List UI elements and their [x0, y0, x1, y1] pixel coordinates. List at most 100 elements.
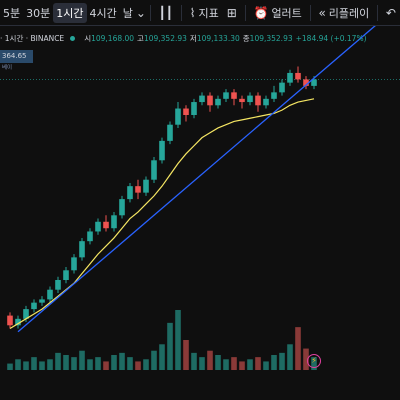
- candle-body: [95, 221, 101, 232]
- volume-bar: [103, 361, 109, 370]
- candle-body: [295, 72, 301, 80]
- candle-body: [119, 199, 125, 216]
- volume-bar: [71, 357, 77, 370]
- candle-body: [271, 92, 277, 99]
- indicators-button[interactable]: ⌇ 지표: [186, 3, 223, 23]
- volume-bar: [15, 359, 21, 370]
- candle-body: [191, 102, 197, 115]
- open-label: 시: [84, 33, 92, 43]
- candle-body: [111, 215, 117, 229]
- timeframe-5m[interactable]: 5분: [3, 6, 21, 20]
- volume-bar: [271, 355, 277, 370]
- divider: [181, 4, 182, 21]
- candle-body: [263, 98, 269, 106]
- divider: [377, 4, 378, 21]
- open-value: 109,168.00: [91, 33, 135, 43]
- candle-body: [55, 280, 61, 290]
- candle-body: [159, 140, 165, 161]
- candle-body: [7, 315, 13, 326]
- replay-button[interactable]: « 리플레이: [314, 3, 373, 23]
- symbol-label[interactable]: · 1시간 · BINANCE: [0, 33, 65, 43]
- volume-bar: [143, 359, 149, 370]
- volume-bar: [207, 350, 213, 370]
- volume-bar: [239, 361, 245, 370]
- change-value: +184.94 (+0.17%): [295, 33, 367, 43]
- candle-body: [71, 257, 77, 271]
- volume-bar: [151, 350, 157, 370]
- candle-body: [31, 302, 37, 310]
- layout-button[interactable]: ⊞: [223, 4, 241, 22]
- volume-bar: [223, 359, 229, 370]
- volume-bar: [79, 350, 85, 370]
- timeframe-1h[interactable]: 1시간: [53, 2, 87, 23]
- volume-bar: [127, 357, 133, 370]
- volume-bar: [255, 357, 261, 370]
- indicators-icon: ⌇: [189, 5, 196, 20]
- candle-body: [199, 95, 205, 103]
- candle-body: [103, 221, 109, 229]
- grid-icon: ⊞: [226, 5, 237, 20]
- chart-type-button[interactable]: ┃┃: [155, 4, 177, 22]
- high-label: 고: [137, 33, 144, 43]
- volume-bar: [47, 359, 53, 370]
- status-dot: [70, 35, 76, 41]
- undo-icon: ↶: [385, 5, 396, 20]
- volume-bar: [263, 361, 269, 370]
- volume-bar: [303, 348, 309, 370]
- volume-bar: [175, 310, 181, 370]
- candle-body: [127, 186, 133, 200]
- candle-body: [175, 108, 181, 125]
- moving-average-line: [9, 98, 315, 330]
- lightning-icon[interactable]: ⚡: [307, 354, 321, 368]
- candle-body: [215, 98, 221, 106]
- undo-button[interactable]: ↶: [382, 4, 400, 22]
- candle-body: [39, 299, 45, 303]
- candle-body: [143, 179, 149, 193]
- timeframe-1d[interactable]: 날: [122, 6, 133, 20]
- close-label: 종: [242, 33, 250, 43]
- divider: [244, 4, 246, 21]
- candle-body: [223, 92, 229, 99]
- price-badge: 364.65: [0, 50, 33, 63]
- volume-bar: [111, 355, 117, 370]
- timeframe-30m[interactable]: 30분: [26, 6, 51, 20]
- volume-bar: [295, 327, 301, 370]
- volume-bar: [95, 357, 101, 370]
- candle-body: [63, 270, 69, 280]
- candle-body: [183, 108, 189, 115]
- candlestick-icon: ┃┃: [158, 5, 174, 20]
- volume-bar: [279, 352, 285, 370]
- volume-bar: [231, 357, 237, 370]
- trendline: [17, 3, 400, 333]
- candle-body: [167, 124, 173, 141]
- candle-body: [239, 98, 245, 103]
- volume-bar: [31, 357, 37, 370]
- volume-bar: [7, 363, 13, 370]
- alert-button[interactable]: ⏰ 얼러트: [249, 3, 305, 23]
- volume-bar: [247, 359, 253, 370]
- volume-bar: [119, 352, 125, 370]
- timeframe-4h[interactable]: 4시간: [89, 6, 117, 20]
- candle-body: [255, 95, 261, 106]
- candle-body: [15, 318, 21, 326]
- candle-body: [47, 289, 53, 300]
- candle-body: [247, 95, 253, 103]
- volume-bar: [39, 361, 45, 370]
- candle-body: [231, 92, 237, 99]
- indicators-label: 지표: [198, 6, 219, 20]
- divider: [309, 4, 311, 21]
- volume-bar: [23, 361, 29, 370]
- replay-label: 리플레이: [328, 6, 370, 20]
- chart-toolbar: 5분 30분 1시간 4시간 날 ⌄ ┃┃ ⌇ 지표 ⊞ ⏰ 얼러트 « 리플레…: [0, 0, 400, 26]
- chevron-down-icon[interactable]: ⌄: [135, 5, 146, 20]
- rewind-icon: «: [318, 5, 326, 20]
- volume-bar: [191, 352, 197, 370]
- volume-bar: [183, 340, 189, 370]
- candle-body: [79, 241, 85, 258]
- high-value: 109,352.93: [143, 33, 187, 43]
- volume-bar: [167, 322, 173, 370]
- alarm-icon: ⏰: [253, 5, 269, 20]
- price-badge-sub: 베이: [2, 65, 13, 71]
- candle-body: [135, 186, 141, 193]
